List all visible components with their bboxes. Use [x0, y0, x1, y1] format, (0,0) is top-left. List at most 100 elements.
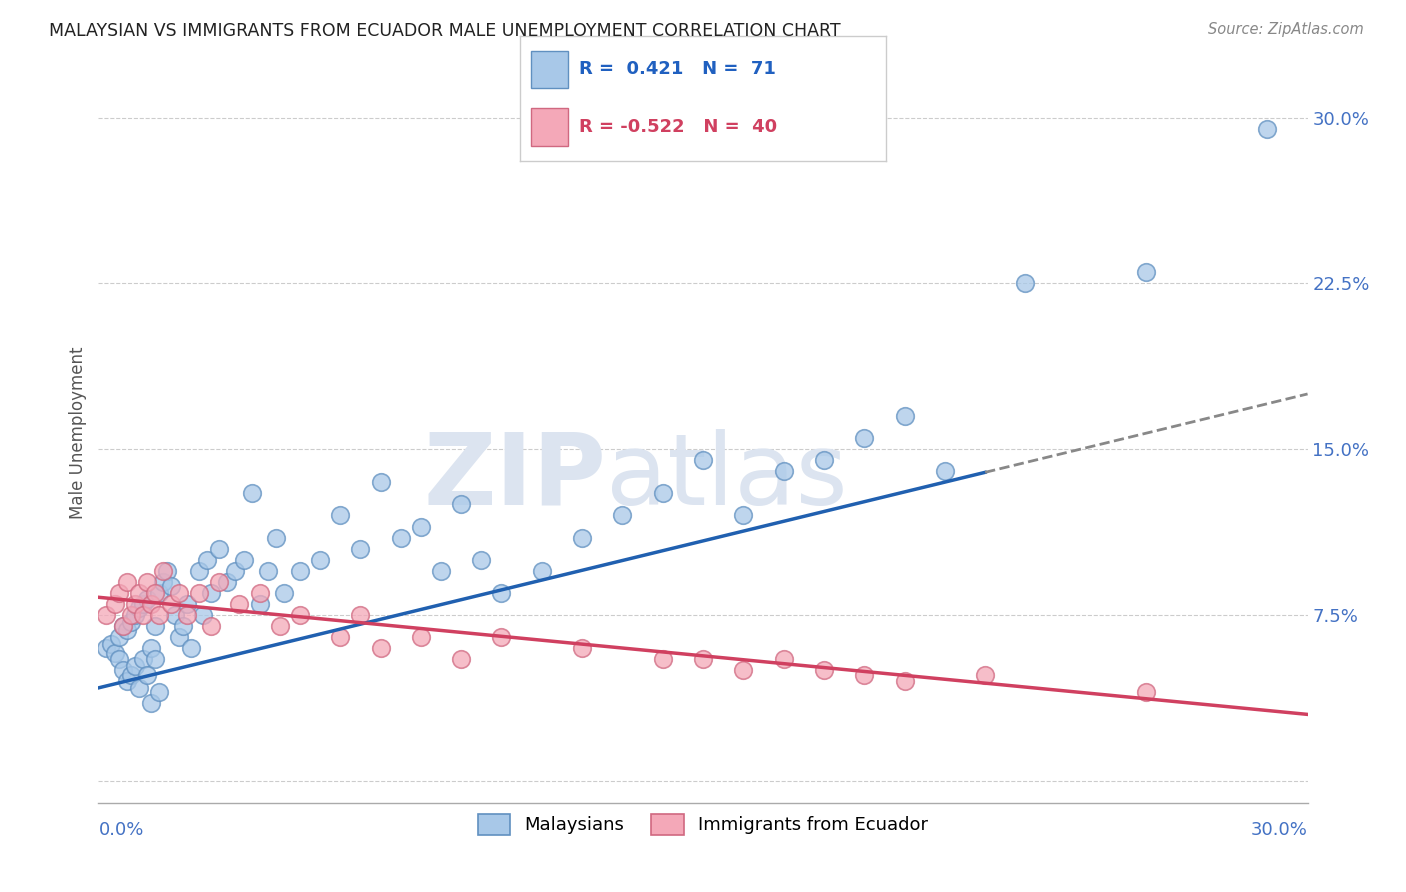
Point — [228, 597, 250, 611]
Point — [163, 607, 186, 622]
Point — [491, 586, 513, 600]
Point — [176, 607, 198, 622]
Point — [139, 597, 162, 611]
Point — [370, 475, 392, 490]
Point — [1135, 685, 1157, 699]
Point — [128, 586, 150, 600]
Point — [188, 586, 211, 600]
Point — [143, 619, 166, 633]
Point — [135, 592, 157, 607]
Point — [974, 667, 997, 681]
Point — [733, 663, 755, 677]
Point — [1256, 121, 1278, 136]
Point — [111, 619, 134, 633]
Point — [111, 619, 134, 633]
Text: 0.0%: 0.0% — [98, 822, 143, 839]
Text: ZIP: ZIP — [423, 428, 606, 525]
Point — [256, 564, 278, 578]
Text: atlas: atlas — [606, 428, 848, 525]
Point — [893, 409, 915, 423]
Point — [135, 667, 157, 681]
Point — [148, 607, 170, 622]
Point — [853, 667, 876, 681]
Point — [409, 519, 432, 533]
Point — [409, 630, 432, 644]
Point — [167, 586, 190, 600]
Point — [934, 464, 956, 478]
Text: 30.0%: 30.0% — [1251, 822, 1308, 839]
Point — [124, 658, 146, 673]
Point — [651, 486, 673, 500]
Point — [160, 579, 183, 593]
Point — [269, 619, 291, 633]
Point — [893, 674, 915, 689]
Point — [240, 486, 263, 500]
Point — [200, 586, 222, 600]
Point — [772, 464, 794, 478]
Point — [132, 652, 155, 666]
Point — [143, 586, 166, 600]
Point — [143, 652, 166, 666]
Y-axis label: Male Unemployment: Male Unemployment — [69, 346, 87, 519]
Point — [370, 641, 392, 656]
Point — [172, 619, 194, 633]
Point — [309, 552, 332, 566]
Point — [430, 564, 453, 578]
Point — [167, 630, 190, 644]
Point — [349, 541, 371, 556]
Point — [188, 564, 211, 578]
Point — [389, 531, 412, 545]
Point — [288, 607, 311, 622]
Point — [128, 681, 150, 695]
Point — [132, 597, 155, 611]
Point — [111, 663, 134, 677]
Point — [148, 685, 170, 699]
Point — [139, 697, 162, 711]
Point — [176, 597, 198, 611]
Point — [853, 431, 876, 445]
Point — [96, 641, 118, 656]
Point — [120, 667, 142, 681]
Point — [249, 586, 271, 600]
Point — [152, 564, 174, 578]
Point — [132, 607, 155, 622]
Text: R =  0.421   N =  71: R = 0.421 N = 71 — [579, 61, 776, 78]
Point — [612, 508, 634, 523]
Point — [128, 601, 150, 615]
Point — [1135, 265, 1157, 279]
Point — [224, 564, 246, 578]
Point — [124, 607, 146, 622]
Text: Source: ZipAtlas.com: Source: ZipAtlas.com — [1208, 22, 1364, 37]
Point — [115, 574, 138, 589]
Point — [120, 607, 142, 622]
Point — [329, 508, 352, 523]
Point — [180, 641, 202, 656]
Point — [107, 630, 129, 644]
Point — [264, 531, 287, 545]
Point — [115, 624, 138, 638]
Point — [491, 630, 513, 644]
Point — [115, 674, 138, 689]
Point — [273, 586, 295, 600]
Point — [571, 641, 593, 656]
Point — [103, 597, 125, 611]
Point — [195, 552, 218, 566]
Legend: Malaysians, Immigrants from Ecuador: Malaysians, Immigrants from Ecuador — [471, 806, 935, 842]
Point — [152, 574, 174, 589]
Point — [772, 652, 794, 666]
Point — [733, 508, 755, 523]
Point — [530, 564, 553, 578]
Point — [160, 597, 183, 611]
Point — [135, 574, 157, 589]
Point — [208, 574, 231, 589]
Point — [148, 586, 170, 600]
Point — [571, 531, 593, 545]
Point — [329, 630, 352, 644]
Point — [651, 652, 673, 666]
Point — [232, 552, 254, 566]
Point — [208, 541, 231, 556]
Point — [249, 597, 271, 611]
Point — [450, 498, 472, 512]
Point — [156, 564, 179, 578]
Point — [100, 637, 122, 651]
